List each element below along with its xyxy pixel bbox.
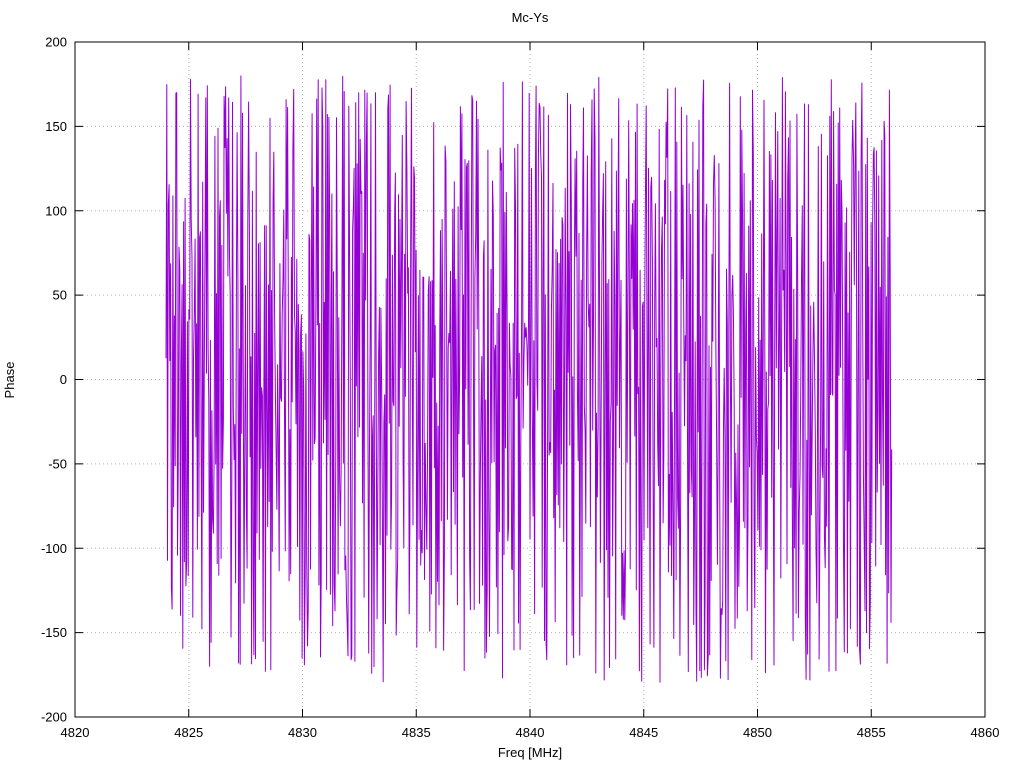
y-tick-label: 200	[45, 35, 67, 50]
y-tick-label: -150	[41, 625, 67, 640]
y-tick-label: -200	[41, 710, 67, 725]
x-tick-label: 4825	[174, 725, 203, 740]
y-tick-label: -100	[41, 541, 67, 556]
axis-ticks	[74, 41, 986, 718]
x-axis-label: Freq [MHz]	[498, 745, 562, 760]
x-tick-label: 4830	[288, 725, 317, 740]
y-axis-label: Phase	[2, 362, 17, 399]
x-tick-label: 4845	[629, 725, 658, 740]
x-tick-label: 4855	[857, 725, 886, 740]
x-tick-label: 4820	[61, 725, 90, 740]
y-tick-label: 100	[45, 203, 67, 218]
x-tick-label: 4860	[971, 725, 1000, 740]
y-tick-label: 50	[53, 288, 67, 303]
y-tick-label: 150	[45, 119, 67, 134]
phase-series-line	[165, 75, 893, 683]
series-lines	[165, 75, 893, 683]
chart-title: Mc-Ys	[512, 10, 549, 25]
y-tick-label: -50	[48, 456, 67, 471]
x-tick-label: 4840	[516, 725, 545, 740]
tick-labels: 4820 4825 4830 4835 4840 4845 4850 4855 4860 -200…	[41, 35, 999, 741]
y-tick-label: 0	[60, 372, 67, 387]
x-tick-label: 4835	[402, 725, 431, 740]
x-tick-label: 4850	[743, 725, 772, 740]
